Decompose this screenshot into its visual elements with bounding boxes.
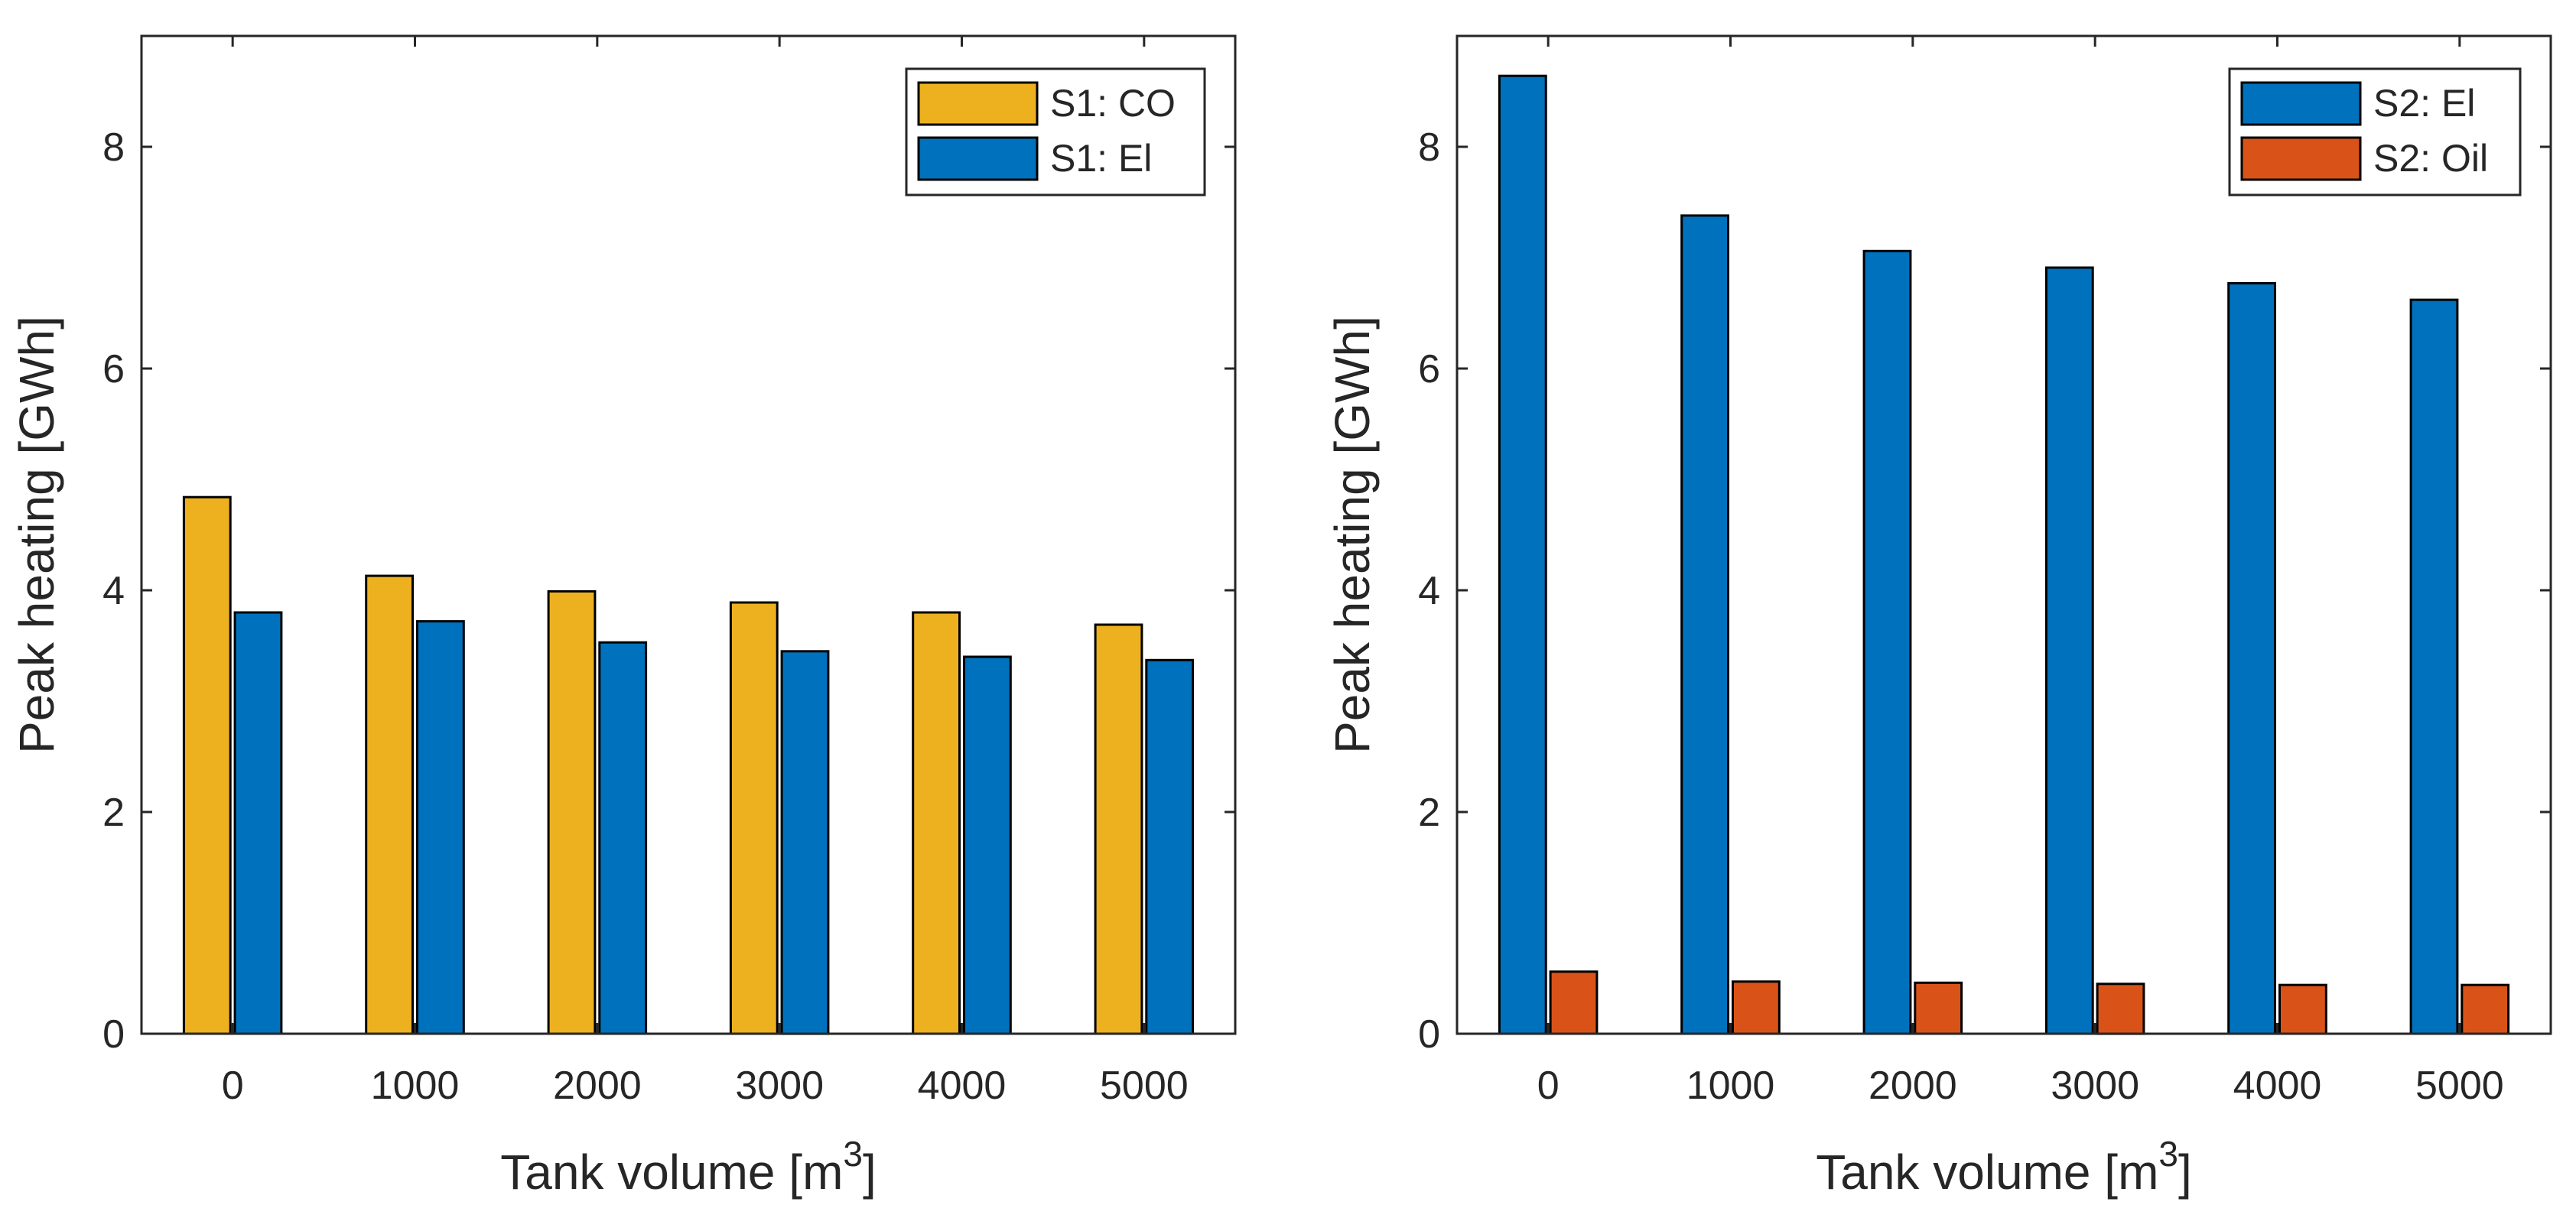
legend: S2: El S2: Oil	[2228, 67, 2522, 197]
bar-s2-oil-1000	[1732, 980, 1781, 1035]
bar-s1-el-4000	[963, 655, 1012, 1035]
y-tick-label: 8	[102, 125, 125, 170]
bar-s2-oil-2000	[1914, 981, 1963, 1035]
plot-area	[1457, 36, 2551, 1034]
x-tick-label: 1000	[371, 1064, 460, 1108]
x-axis-label-superscript: 3	[843, 1134, 863, 1174]
bar-s2-oil-5000	[2461, 983, 2510, 1035]
x-tick-label: 4000	[918, 1064, 1007, 1108]
x-tick-label: 3000	[735, 1064, 824, 1108]
x-axis-label: Tank volume [m3]	[1816, 1134, 2192, 1200]
bar-s2-oil-0	[1549, 970, 1599, 1035]
x-axis-label-main: Tank volume [m	[500, 1145, 843, 1200]
bar-s2-el-4000	[2227, 281, 2276, 1035]
bar-s1-co-1000	[365, 574, 415, 1035]
legend-swatch	[917, 81, 1039, 126]
bar-s1-el-1000	[416, 620, 465, 1035]
chart-panel-2: 0 1000 2000 3000 4000 5000 0 2 4 6 8 Tank volume [m…	[1325, 34, 2552, 1200]
x-tick-label: 2000	[1869, 1064, 1957, 1108]
plot-area	[141, 36, 1235, 1034]
bar-s1-co-0	[182, 495, 232, 1035]
y-axis-label: Peak heating [GWh]	[1325, 316, 1380, 754]
axes-box	[1456, 34, 2552, 1035]
bar-s1-el-5000	[1145, 658, 1195, 1035]
x-tick-label: 0	[222, 1064, 244, 1108]
legend-entry: S1: El	[1050, 137, 1152, 180]
bar-s2-el-1000	[1680, 214, 1729, 1035]
bar-s2-el-0	[1498, 74, 1547, 1035]
x-tick-label: 5000	[2415, 1064, 2504, 1108]
x-axis-label-main: Tank volume [m	[1816, 1145, 2158, 1200]
bar-s1-el-2000	[598, 641, 648, 1035]
axes-box	[140, 34, 1237, 1035]
x-tick-label: 5000	[1100, 1064, 1189, 1108]
x-axis-label-suffix: ]	[2178, 1145, 2192, 1200]
x-tick-label: 4000	[2233, 1064, 2322, 1108]
legend-swatch	[2240, 81, 2362, 126]
legend: S1: CO S1: El	[905, 67, 1206, 197]
x-tick-label: 0	[1537, 1064, 1560, 1108]
bar-s1-co-2000	[547, 590, 597, 1035]
y-tick-label: 6	[102, 347, 125, 391]
chart-panel-1: 0 1000 2000 3000 4000 5000 0 2 4 6 8 Tank volume [m…	[9, 34, 1237, 1200]
x-tick-label: 2000	[553, 1064, 642, 1108]
x-axis-label-superscript: 3	[2158, 1134, 2178, 1174]
legend-swatch	[917, 136, 1039, 181]
y-tick-label: 8	[1418, 125, 1440, 170]
y-tick-label: 4	[1418, 569, 1440, 613]
x-tick-label: 1000	[1686, 1064, 1775, 1108]
bar-s2-oil-3000	[2096, 983, 2145, 1035]
y-tick-label: 6	[1418, 347, 1440, 391]
y-tick-label: 4	[102, 569, 125, 613]
legend-entry: S2: El	[2373, 82, 2475, 125]
y-tick-label: 2	[1418, 791, 1440, 835]
y-tick-label: 2	[102, 791, 125, 835]
bar-s1-co-3000	[729, 601, 779, 1035]
bar-s2-oil-4000	[2278, 983, 2327, 1035]
y-tick-label: 0	[102, 1012, 125, 1057]
bar-s1-el-0	[233, 611, 283, 1035]
y-tick-label: 0	[1418, 1012, 1440, 1057]
bar-s2-el-2000	[1862, 249, 1912, 1035]
bar-s1-co-5000	[1094, 623, 1143, 1035]
x-tick-label: 3000	[2051, 1064, 2139, 1108]
bar-s2-el-3000	[2044, 266, 2094, 1035]
x-axis-label-suffix: ]	[863, 1145, 877, 1200]
bar-s1-el-3000	[780, 650, 830, 1035]
x-axis-label: Tank volume [m3]	[500, 1134, 877, 1200]
y-axis-label: Peak heating [GWh]	[9, 316, 64, 754]
bar-s2-el-5000	[2409, 298, 2459, 1035]
bar-s1-co-4000	[912, 611, 961, 1035]
legend-swatch	[2240, 136, 2362, 181]
legend-entry: S1: CO	[1050, 82, 1176, 125]
legend-entry: S2: Oil	[2373, 137, 2488, 180]
